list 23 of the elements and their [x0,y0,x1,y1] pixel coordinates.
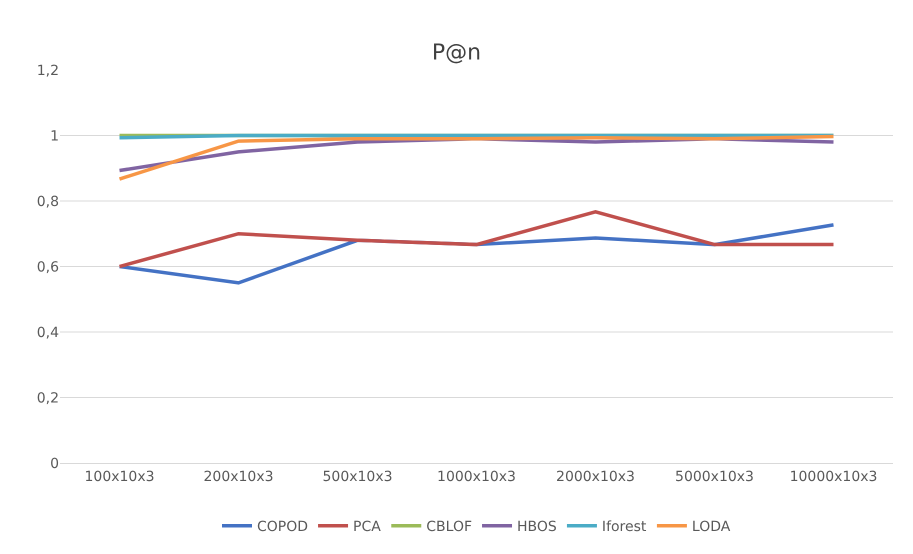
x-tick-label: 10000x10x3 [790,468,878,485]
legend-label: Iforest [602,519,647,536]
chart-title: P@n [432,40,482,66]
y-tick-label: 0,2 [36,390,59,406]
y-tick-label: 0,4 [36,324,60,341]
x-tick-label: 5000x10x3 [675,468,754,485]
y-tick-label: 0,6 [36,259,60,276]
x-tick-label: 2000x10x3 [556,468,635,485]
x-tick-label: 200x10x3 [203,468,274,485]
x-tick-label: 1000x10x3 [437,468,516,485]
legend-label: LODA [692,519,731,536]
legend-label: PCA [353,519,382,536]
legend-label: CBLOF [426,519,472,536]
y-tick-label: 0 [50,456,59,472]
y-tick-label: 0,8 [36,194,59,210]
x-tick-label: 500x10x3 [322,468,393,485]
line-series [118,134,836,181]
legend-label: HBOS [517,519,557,536]
x-tick-label: 100x10x3 [84,468,155,485]
legend-label: COPOD [257,519,308,536]
y-tick-label: 1 [50,128,59,144]
line-series [118,210,836,268]
y-tick-label: 1,2 [36,62,59,79]
